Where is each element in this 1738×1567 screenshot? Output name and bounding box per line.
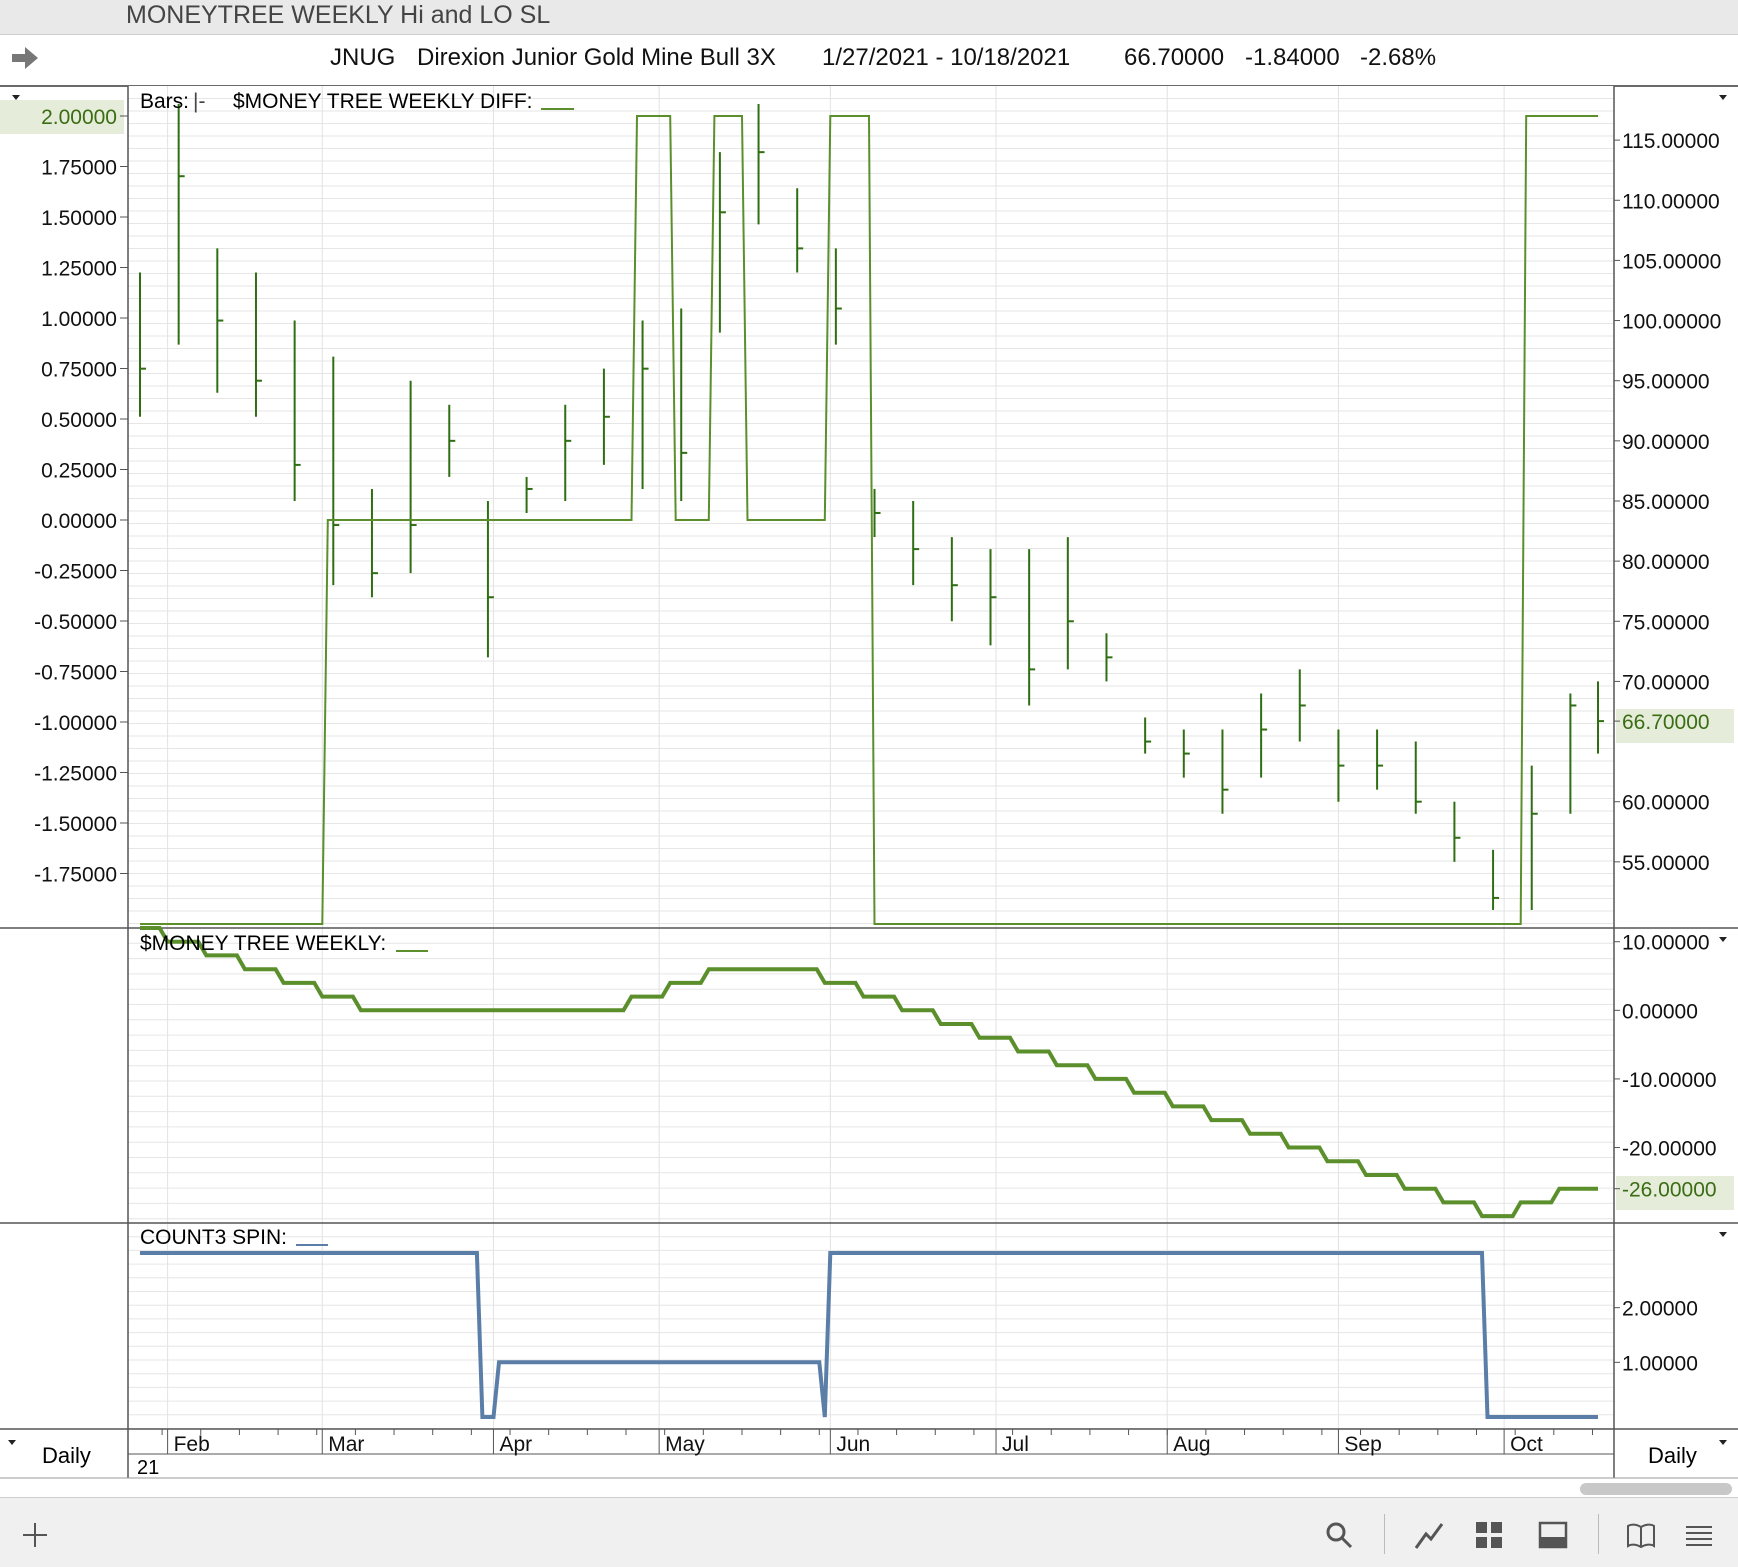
left-axis-tick-label: -0.75000 — [34, 662, 117, 685]
left-period-label[interactable]: Daily — [42, 1443, 91, 1468]
plus-icon[interactable] — [20, 1520, 50, 1550]
symbol-name: Direxion Junior Gold Mine Bull 3X — [417, 44, 776, 71]
symbol-ticker: JNUG — [330, 44, 396, 71]
right-axis-tick-label: 66.70000 — [1622, 711, 1710, 734]
right-axis-tick-label: 75.00000 — [1622, 611, 1710, 634]
window-title: MONEYTREE WEEKLY Hi and LO SL — [126, 1, 551, 29]
money-axis-tick-label: 0.00000 — [1622, 1000, 1698, 1023]
year-label: 21 — [137, 1457, 159, 1479]
forward-arrow-icon[interactable] — [10, 43, 40, 73]
left-axis-tick-label: 1.00000 — [41, 308, 117, 331]
chart-area[interactable]: 2.00000 1.75000 1.50000 1.25000 1.00000 0.750… — [0, 0, 1738, 1497]
bars-style-label: |- — [193, 90, 205, 113]
right-axis-tick-label: 95.00000 — [1622, 371, 1710, 394]
left-axis-tick-label: -0.50000 — [34, 611, 117, 634]
left-axis-tick-label: 0.75000 — [41, 359, 117, 382]
right-axis-tick-label: 115.00000 — [1622, 130, 1720, 153]
diff-indicator-label: $MONEY TREE WEEKLY DIFF: — [233, 90, 533, 113]
price-bars — [139, 104, 1604, 910]
month-label: Mar — [328, 1433, 364, 1456]
search-icon[interactable] — [1324, 1520, 1354, 1550]
left-axis-tick-label: -1.25000 — [34, 763, 117, 786]
menu-icon[interactable] — [1684, 1520, 1714, 1550]
month-label: Jul — [1002, 1433, 1029, 1456]
draw-line-icon[interactable] — [1414, 1520, 1444, 1550]
right-axis-tick-label: 105.00000 — [1622, 250, 1721, 273]
money-axis-tick-label: -10.00000 — [1622, 1069, 1717, 1092]
money-axis-tick-label: -20.00000 — [1622, 1138, 1717, 1161]
right-axis-tick-label: 90.00000 — [1622, 431, 1710, 454]
count3-spin-line — [140, 1251, 1598, 1419]
left-axis-value-badge — [0, 100, 124, 134]
spin-panel-menu-icon[interactable] — [1719, 1232, 1727, 1237]
spin-panel-right-axis: 2.00000 1.00000 — [1614, 1298, 1698, 1375]
month-label: Aug — [1173, 1433, 1210, 1456]
month-label: Apr — [499, 1433, 532, 1456]
left-axis-tick-label: 0.50000 — [41, 409, 117, 432]
left-axis-tick-label: 2.00000 — [41, 106, 117, 129]
left-axis-tick-label: -1.75000 — [34, 864, 117, 887]
grid-layout-icon[interactable] — [1474, 1520, 1504, 1550]
month-label: May — [665, 1433, 705, 1456]
price-change-pct: -2.68% — [1360, 44, 1437, 71]
left-period-menu-icon[interactable] — [8, 1440, 16, 1445]
right-axis-tick-label: 110.00000 — [1622, 190, 1720, 213]
left-axis-tick-label: 1.50000 — [41, 207, 117, 230]
price-panel-left-axis: 2.00000 1.75000 1.50000 1.25000 1.00000 0.750… — [34, 106, 128, 887]
spin-indicator-label: COUNT3 SPIN: — [140, 1226, 287, 1249]
right-period-menu-icon[interactable] — [1719, 1440, 1727, 1445]
bottom-toolbar — [0, 1497, 1738, 1567]
right-axis-value-badge — [1616, 709, 1734, 743]
right-axis-tick-label: 70.00000 — [1622, 671, 1710, 694]
month-label: Feb — [174, 1433, 210, 1456]
left-axis-tick-label: -0.25000 — [34, 561, 117, 584]
right-axis-tick-label: 80.00000 — [1622, 551, 1710, 574]
money-axis-tick-label: -26.00000 — [1622, 1179, 1717, 1202]
right-period-label[interactable]: Daily — [1648, 1443, 1697, 1468]
left-axis-tick-label: 1.25000 — [41, 258, 117, 281]
money-panel-right-axis: 10.00000 0.00000 -10.00000 -20.00000 -26.000… — [1614, 932, 1717, 1202]
month-label: Jun — [836, 1433, 870, 1456]
money-indicator-label: $MONEY TREE WEEKLY: — [140, 932, 386, 955]
spin-axis-tick-label: 2.00000 — [1622, 1298, 1698, 1321]
left-axis-tick-label: 1.75000 — [41, 157, 117, 180]
right-axis-tick-label: 55.00000 — [1622, 852, 1710, 875]
symbol-info-bar: JNUG Direxion Junior Gold Mine Bull 3X 1… — [0, 35, 1738, 87]
left-axis-tick-label: 0.00000 — [41, 510, 117, 533]
count3-spin-line-group — [140, 1251, 1598, 1419]
money-panel-menu-icon[interactable] — [1719, 937, 1727, 942]
month-label: Sep — [1344, 1433, 1381, 1456]
last-price: 66.70000 — [1124, 44, 1225, 71]
right-axis-tick-label: 60.00000 — [1622, 792, 1710, 815]
left-axis-tick-label: 0.25000 — [41, 460, 117, 483]
panel-layout-icon[interactable] — [1538, 1520, 1568, 1550]
date-range: 1/27/2021 - 10/18/2021 — [822, 44, 1071, 71]
left-axis-tick-label: -1.00000 — [34, 712, 117, 735]
left-axis-tick-label: -1.50000 — [34, 813, 117, 836]
money-tree-diff-line-group — [140, 115, 1598, 925]
price-change: -1.84000 — [1245, 44, 1340, 71]
price-panel-right-axis: 115.00000 110.00000 105.00000 100.00000 95.0… — [1614, 130, 1721, 875]
month-label: Oct — [1510, 1433, 1543, 1456]
money-axis-value-badge — [1616, 1176, 1734, 1210]
bars-label: Bars: — [140, 90, 189, 113]
date-axis: Feb Mar Apr May Jun Jul Aug Sep Oct — [161, 1429, 1593, 1456]
price-panel-menu-icon[interactable] — [1719, 95, 1727, 100]
right-axis-tick-label: 85.00000 — [1622, 491, 1710, 514]
money-tree-diff-line — [140, 115, 1598, 925]
spin-panel-grid — [128, 1236, 1614, 1429]
money-tree-line — [140, 926, 1598, 1219]
left-axis-menu-icon[interactable] — [12, 95, 20, 100]
money-axis-tick-label: 10.00000 — [1622, 932, 1710, 955]
book-icon[interactable] — [1626, 1520, 1656, 1550]
horizontal-scrollbar[interactable] — [1580, 1483, 1732, 1495]
spin-axis-tick-label: 1.00000 — [1622, 1352, 1698, 1375]
money-panel-grid — [128, 942, 1614, 1220]
window-titlebar: MONEYTREE WEEKLY Hi and LO SL — [0, 0, 1738, 35]
money-tree-line-group — [140, 926, 1598, 1219]
right-axis-tick-label: 100.00000 — [1622, 311, 1721, 334]
